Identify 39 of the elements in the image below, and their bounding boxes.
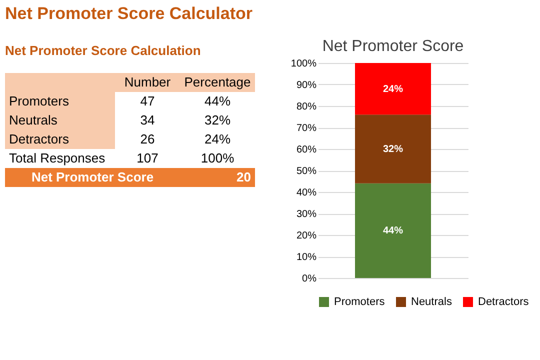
text: 100% [200, 150, 235, 166]
y-tick-label: 10% [296, 252, 317, 263]
bar [355, 183, 431, 278]
y-tick-label: 0% [302, 274, 317, 284]
bar [355, 114, 431, 184]
text: Promoters [9, 94, 70, 108]
data-label: 32% [382, 144, 404, 155]
y-tick-label: 50% [296, 166, 317, 177]
text: Net Promoter Score [31, 170, 154, 184]
y-tick-label: 100% [290, 58, 317, 70]
bar [355, 63, 431, 115]
data-label: 24% [382, 84, 404, 95]
text: 34 [140, 112, 155, 128]
text: Detractors [9, 132, 70, 146]
y-tick-label: 30% [296, 209, 317, 220]
y-tick-label: 20% [296, 230, 317, 242]
chart-title: Net Promoter Score [322, 38, 464, 55]
y-tick-label: 90% [296, 80, 317, 91]
text: Net Promoter Score Calculation [5, 43, 201, 58]
text: 24% [204, 132, 231, 146]
text: Total Responses [9, 150, 106, 166]
legend-label: Detractors [478, 296, 530, 308]
text: 107 [136, 150, 158, 166]
data-label: 44% [382, 226, 404, 237]
text: 44% [204, 94, 231, 108]
text: 20 [236, 170, 251, 184]
legend-label: Neutrals [411, 296, 452, 308]
text: 47 [140, 94, 155, 108]
legend-label: Promoters [334, 296, 386, 308]
y-tick-label: 80% [296, 102, 317, 112]
text: 26 [140, 132, 155, 146]
text: 32% [204, 112, 231, 128]
text: Net Promoter Score Calculator [5, 4, 253, 23]
text: Neutrals [9, 112, 58, 128]
y-tick-label: 40% [296, 188, 317, 198]
text: Number [124, 74, 172, 90]
y-tick-label: 60% [296, 144, 317, 156]
text: Percentage [184, 74, 251, 90]
y-tick-label: 70% [296, 123, 317, 134]
